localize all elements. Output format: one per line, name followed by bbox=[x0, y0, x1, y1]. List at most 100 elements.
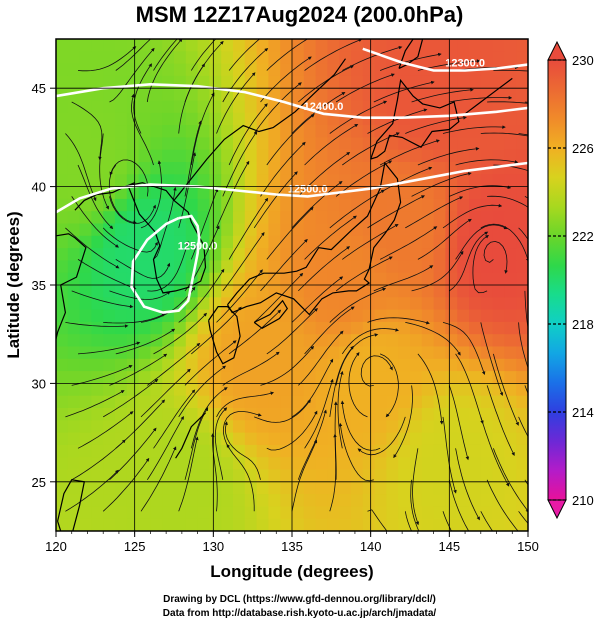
field-cell bbox=[433, 51, 446, 65]
field-cell bbox=[197, 174, 210, 188]
field-cell bbox=[91, 518, 104, 531]
field-cell bbox=[351, 494, 364, 507]
field-cell bbox=[221, 174, 234, 188]
field-cell bbox=[374, 198, 387, 212]
field-cell bbox=[256, 358, 269, 372]
field-cell bbox=[362, 235, 376, 249]
colorbar-max-triangle bbox=[547, 40, 567, 61]
field-cell bbox=[492, 260, 505, 274]
field-cell bbox=[410, 321, 423, 335]
field-cell bbox=[504, 494, 517, 507]
field-cell bbox=[280, 457, 293, 471]
field-cell bbox=[150, 432, 163, 446]
field-cell bbox=[398, 309, 411, 323]
field-cell bbox=[469, 358, 482, 372]
field-cell bbox=[162, 75, 175, 89]
field-cell bbox=[339, 260, 352, 274]
streamline bbox=[216, 72, 256, 134]
field-cell bbox=[362, 457, 376, 471]
field-cell bbox=[303, 518, 317, 531]
field-cell bbox=[56, 223, 69, 237]
field-cell bbox=[185, 383, 199, 397]
field-cell bbox=[374, 481, 387, 495]
field-cell bbox=[351, 444, 364, 458]
field-cell bbox=[410, 358, 423, 372]
streamline bbox=[417, 353, 444, 425]
field-cell bbox=[469, 285, 482, 298]
field-cell bbox=[386, 420, 399, 434]
field-cell bbox=[221, 75, 234, 89]
field-cell bbox=[492, 39, 505, 52]
field-cell bbox=[504, 371, 517, 384]
colorbar-label: 230 bbox=[572, 53, 594, 68]
field-cell bbox=[351, 321, 364, 335]
field-cell bbox=[292, 112, 305, 126]
field-cell bbox=[457, 198, 470, 212]
field-cell bbox=[292, 518, 305, 531]
field-cell bbox=[292, 420, 305, 434]
field-cell bbox=[103, 420, 116, 434]
field-cell bbox=[115, 137, 128, 151]
field-cell bbox=[268, 75, 281, 89]
field-cell bbox=[256, 100, 269, 114]
field-cell bbox=[445, 75, 458, 89]
field-cell bbox=[292, 371, 305, 384]
field-cell bbox=[268, 408, 281, 421]
field-cell bbox=[162, 39, 175, 52]
field-cell bbox=[421, 162, 435, 175]
field-cell bbox=[268, 371, 281, 384]
field-cell bbox=[374, 297, 387, 311]
field-cell bbox=[386, 309, 399, 323]
field-cell bbox=[386, 149, 399, 163]
x-tick-label: 140 bbox=[360, 539, 382, 554]
x-tick-label: 130 bbox=[202, 539, 224, 554]
field-cell bbox=[103, 321, 116, 335]
streamline bbox=[455, 159, 519, 166]
field-cell bbox=[79, 444, 92, 458]
field-cell bbox=[374, 211, 387, 225]
field-cell bbox=[292, 125, 305, 138]
field-cell bbox=[256, 285, 269, 298]
field-cell bbox=[480, 494, 494, 507]
field-cell bbox=[256, 383, 269, 397]
streamline bbox=[109, 196, 156, 224]
field-cell bbox=[185, 321, 199, 335]
streamline bbox=[298, 65, 354, 103]
field-cell bbox=[244, 506, 258, 520]
field-cell bbox=[197, 162, 210, 175]
coastline-china bbox=[56, 233, 87, 342]
streamline bbox=[411, 250, 464, 292]
field-cell bbox=[351, 63, 364, 77]
field-cell bbox=[56, 457, 69, 471]
field-cell bbox=[351, 100, 364, 114]
field-cell bbox=[162, 506, 175, 520]
field-cell bbox=[398, 297, 411, 311]
field-cell bbox=[504, 248, 517, 261]
field-cell bbox=[197, 63, 210, 77]
field-cell bbox=[268, 63, 281, 77]
field-cell bbox=[374, 444, 387, 458]
field-cell bbox=[362, 444, 376, 458]
field-cell bbox=[138, 518, 151, 531]
field-cell bbox=[268, 420, 281, 434]
field-cell bbox=[79, 506, 92, 520]
field-cell bbox=[138, 358, 151, 372]
field-cell bbox=[79, 481, 92, 495]
field-cell bbox=[327, 63, 340, 77]
field-cell bbox=[79, 334, 92, 348]
field-cell bbox=[374, 469, 387, 483]
field-cell bbox=[315, 420, 328, 434]
field-cell bbox=[398, 371, 411, 384]
field-cell bbox=[221, 518, 234, 531]
field-cell bbox=[56, 51, 69, 65]
field-cell bbox=[339, 223, 352, 237]
field-cell bbox=[115, 518, 128, 531]
field-cell bbox=[174, 420, 187, 434]
field-cell bbox=[185, 506, 199, 520]
field-cell bbox=[327, 469, 340, 483]
field-cell bbox=[256, 408, 269, 421]
field-cell bbox=[268, 444, 281, 458]
field-cell bbox=[79, 100, 92, 114]
field-cell bbox=[150, 112, 163, 126]
field-cell bbox=[421, 432, 435, 446]
